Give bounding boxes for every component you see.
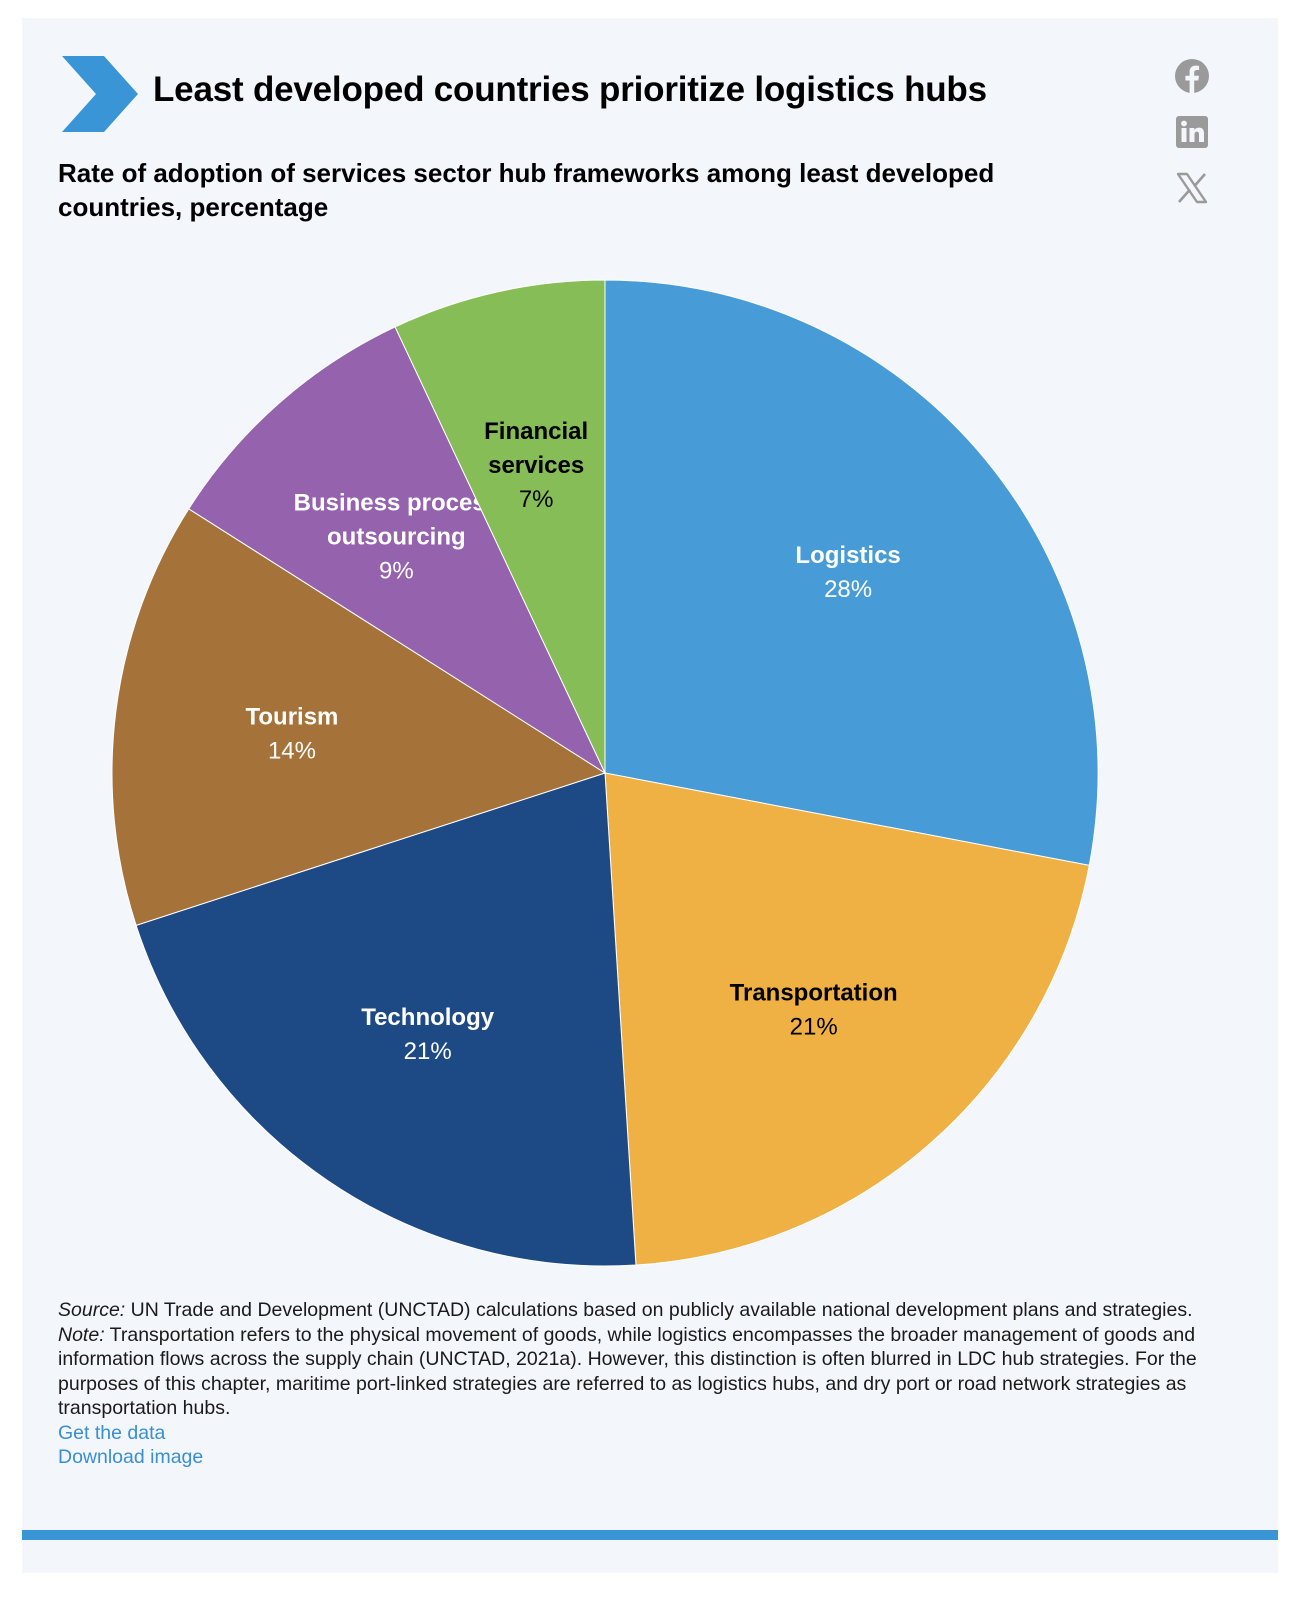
pie-slice-tourism [111,508,607,926]
facebook-share-button[interactable] [1174,58,1210,94]
linkedin-share-button[interactable] [1174,114,1210,150]
chart-subtitle: Rate of adoption of services sector hub … [58,158,995,222]
pie-label: Business process outsourcing 9% [294,489,499,584]
pie-label: Tourism 14% [246,703,339,764]
pie-label: Transportation 21% [730,980,898,1041]
explanatory-note: Note: Transportation refers to the physi… [58,1323,1197,1420]
x-icon [1176,172,1208,204]
pie-label: Logistics 28% [795,542,900,603]
pie-slice-logistics [604,279,1099,866]
facebook-icon [1175,59,1209,93]
pie-label: Financial services 7% [484,418,588,513]
pie-slice-financial-services [394,279,606,774]
source-note: Source: UN Trade and Development (UNCTAD… [58,1299,1193,1321]
x-share-button[interactable] [1174,170,1210,206]
pie-slice-transportation [604,772,1090,1266]
pie-slice-technology [135,772,637,1267]
linkedin-icon [1176,116,1208,148]
get-data-link[interactable]: Get the data [58,1421,166,1444]
pie-slice-business-process-outsourcing [188,326,607,775]
chart-footer: Source: UN Trade and Development (UNCTAD… [58,1298,1238,1470]
pie-chart: Logistics 28% Transportation 21% Technology 2… [111,279,1099,1267]
bottom-accent-bar [22,1530,1278,1540]
download-image-link[interactable]: Download image [58,1446,204,1468]
chevron-icon [62,56,138,132]
chart-title: Least developed countries prioritize log… [153,70,987,109]
chart-card: Least developed countries prioritize log… [22,18,1278,1573]
pie-label: Technology 21% [361,1004,495,1065]
